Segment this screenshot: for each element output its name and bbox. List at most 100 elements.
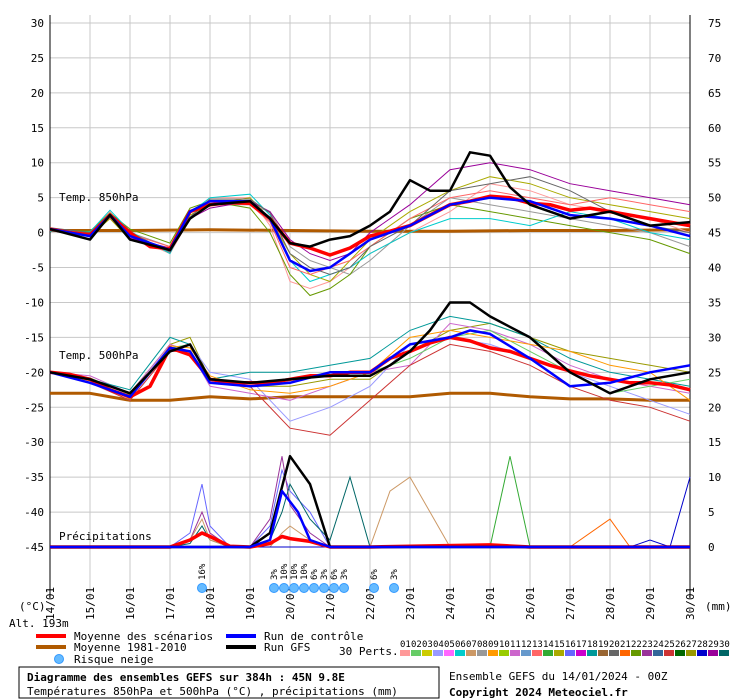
legend-label: Risque neige (74, 653, 153, 666)
left-tick-label: 10 (31, 157, 44, 170)
snow-risk-percent: 6% (310, 569, 320, 580)
pert-number: 21 (620, 640, 631, 650)
pert-number: 02 (411, 640, 422, 650)
legend-label: Moyenne 1981-2010 (74, 641, 187, 654)
series-line (50, 228, 691, 233)
snow-risk-percent: 6% (370, 569, 380, 580)
left-tick-label: 30 (31, 17, 44, 30)
series-line (49, 196, 691, 273)
x-tick-label: 24/01 (444, 587, 457, 620)
x-axis-ticks: 14/01 15/01 16/01 17/01 18/01 19/01 20/01 21/01… (44, 587, 697, 620)
snowflake-icon (319, 583, 329, 593)
right-tick-label: 40 (708, 262, 721, 275)
snowflake-icon (309, 583, 319, 593)
snowflake-icon (299, 583, 309, 593)
pert-swatch (653, 650, 663, 656)
snow-risk-percent: 3% (390, 569, 400, 580)
snowflake-icon (54, 654, 64, 664)
pert-number: 03 (422, 640, 433, 650)
snow-risk-markers: 16% 3% 10% 10% 10% 6% 3% 6% 3% 6% 3% (197, 563, 400, 593)
pert-swatch (686, 650, 696, 656)
perturbation-line (49, 315, 691, 391)
series-line (49, 151, 691, 252)
left-tick-label: 15 (31, 122, 44, 135)
snowflake-icon (339, 583, 349, 593)
pert-number: 22 (631, 640, 642, 650)
pert-swatch (532, 650, 542, 656)
pert-number: 06 (455, 640, 466, 650)
pert-swatch (455, 650, 465, 656)
pert-swatch (631, 650, 641, 656)
pert-swatch (521, 650, 531, 656)
x-tick-label: 21/01 (324, 587, 337, 620)
pert-swatch (719, 650, 729, 656)
right-tick-label: 70 (708, 52, 721, 65)
snowflake-icon (389, 583, 399, 593)
pert-swatch (565, 650, 575, 656)
perturbation-line (49, 200, 691, 297)
legend-label: Run GFS (264, 641, 310, 654)
x-tick-label: 19/01 (244, 587, 257, 620)
pert-number: 27 (686, 640, 697, 650)
perts-count-label: 30 Perts. (339, 645, 399, 658)
pert-swatch (444, 650, 454, 656)
right-tick-label: 20 (708, 401, 721, 414)
pert-swatch (411, 650, 421, 656)
right-unit-label: (mm) (705, 600, 732, 613)
right-tick-label: 25 (708, 366, 721, 379)
snow-risk-percent: 10% (290, 563, 300, 580)
legend-label: Moyenne des scénarios (74, 630, 213, 643)
pert-swatch (697, 650, 707, 656)
right-tick-label: 30 (708, 331, 721, 344)
left-tick-label: 5 (37, 192, 44, 205)
pert-number: 11 (510, 640, 521, 650)
right-tick-label: 75 (708, 17, 721, 30)
left-tick-label: -45 (24, 541, 44, 554)
pert-swatch (587, 650, 597, 656)
pert-swatch (543, 650, 553, 656)
pert-number: 20 (609, 640, 620, 650)
pert-swatch (510, 650, 520, 656)
pert-number: 24 (653, 640, 664, 650)
pert-swatch (400, 650, 410, 656)
legend-label: Run de contrôle (264, 630, 363, 643)
snow-risk-percent: 3% (320, 569, 330, 580)
left-tick-label: -35 (24, 471, 44, 484)
pert-number: 07 (466, 640, 477, 650)
x-tick-label: 25/01 (484, 587, 497, 620)
altitude-label: Alt. 193m (9, 617, 69, 630)
left-tick-label: -30 (24, 436, 44, 449)
pert-number: 09 (488, 640, 499, 650)
pert-number: 14 (543, 640, 554, 650)
x-tick-label: 20/01 (284, 587, 297, 620)
pert-number: 08 (477, 640, 488, 650)
copyright: Copyright 2024 Meteociel.fr (449, 686, 628, 699)
pert-swatch (499, 650, 509, 656)
pert-swatch (554, 650, 564, 656)
pert-swatch (708, 650, 718, 656)
chart-title: Diagramme des ensembles GEFS sur 384h : … (27, 671, 345, 684)
right-tick-label: 5 (708, 506, 715, 519)
right-tick-label: 65 (708, 87, 721, 100)
x-tick-label: 23/01 (404, 587, 417, 620)
climatology-lines (50, 228, 691, 402)
main-series-lines (49, 151, 691, 549)
right-tick-label: 50 (708, 192, 721, 205)
left-tick-label: 0 (37, 227, 44, 240)
right-tick-label: 10 (708, 471, 721, 484)
pert-swatch (642, 650, 652, 656)
pert-number: 01 (400, 640, 411, 650)
t850-panel-label: Temp. 850hPa (59, 191, 138, 204)
pert-swatch (466, 650, 476, 656)
right-tick-label: 45 (708, 227, 721, 240)
x-tick-label: 17/01 (164, 587, 177, 620)
snow-risk-percent: 10% (280, 563, 290, 580)
pert-swatch (598, 650, 608, 656)
pert-swatch (488, 650, 498, 656)
snowflake-icon (269, 583, 279, 593)
pert-number: 29 (708, 640, 719, 650)
perturbation-color-key: 01 02 03 04 05 06 07 08 09 10 11 12 13 14 15 16 17 18 19 20… (400, 640, 730, 656)
left-axis-ticks: 30 25 20 15 10 5 0 -5 -10 -15 -20 -25 -30 -35 -40 -45 (24, 17, 44, 554)
